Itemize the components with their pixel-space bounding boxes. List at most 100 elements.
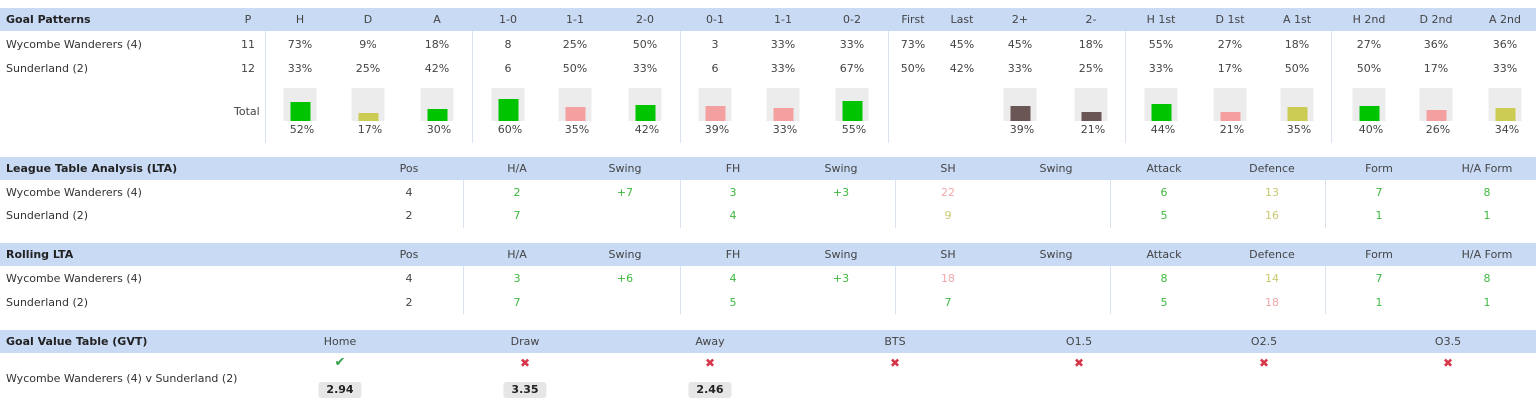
column-header[interactable]: H/A Form <box>1461 248 1513 261</box>
bar-fill <box>1010 106 1031 121</box>
divider <box>463 266 464 314</box>
column-header[interactable]: 2- <box>1085 13 1097 26</box>
table-cell: +3 <box>832 186 850 199</box>
divider <box>888 31 889 143</box>
odds-badge[interactable]: 2.94 <box>318 382 362 398</box>
column-header[interactable]: 0-1 <box>706 13 724 26</box>
column-header[interactable]: BTS <box>884 335 906 348</box>
column-header[interactable]: O3.5 <box>1434 335 1462 348</box>
column-header[interactable]: 2+ <box>1011 13 1029 26</box>
column-header[interactable]: Swing <box>608 162 642 175</box>
column-header[interactable]: Swing <box>824 248 858 261</box>
table-cell: 25% <box>562 38 588 51</box>
table-cell: 50% <box>900 62 926 75</box>
column-header[interactable]: 1-0 <box>499 13 517 26</box>
bar-fill <box>565 107 586 121</box>
team-label[interactable]: Sunderland (2) <box>6 209 89 222</box>
bar-fill <box>1151 104 1172 121</box>
column-header[interactable]: Away <box>695 335 725 348</box>
table-cell: 2 <box>513 186 521 199</box>
table-cell: 7 <box>1375 272 1383 285</box>
team-label[interactable]: Wycombe Wanderers (4) <box>6 38 142 51</box>
total-bar <box>628 88 662 121</box>
column-header[interactable]: P <box>244 13 252 26</box>
goal-patterns-title: Goal Patterns <box>6 13 91 26</box>
column-header[interactable]: 0-2 <box>843 13 861 26</box>
column-header[interactable]: O2.5 <box>1250 335 1278 348</box>
total-percent: 39% <box>1009 123 1035 136</box>
table-cell: 1 <box>1375 296 1383 309</box>
column-header[interactable]: H 2nd <box>1352 13 1386 26</box>
total-bar <box>1213 88 1247 121</box>
column-header[interactable]: Attack <box>1146 248 1182 261</box>
column-header[interactable]: Swing <box>1039 162 1073 175</box>
column-header[interactable]: D 2nd <box>1419 13 1453 26</box>
divider <box>265 31 266 143</box>
column-header[interactable]: SH <box>940 248 956 261</box>
column-header[interactable]: A 1st <box>1282 13 1312 26</box>
table-cell: 1 <box>1483 296 1491 309</box>
column-header[interactable]: Home <box>323 335 357 348</box>
total-percent: 60% <box>497 123 523 136</box>
column-header[interactable]: Form <box>1365 248 1393 261</box>
team-label[interactable]: Wycombe Wanderers (4) <box>6 272 142 285</box>
table-cell: 5 <box>729 296 737 309</box>
table-cell: 50% <box>1356 62 1382 75</box>
total-bar <box>835 88 869 121</box>
table-cell: 33% <box>770 62 796 75</box>
column-header[interactable]: H/A <box>507 248 527 261</box>
table-cell: 50% <box>562 62 588 75</box>
column-header[interactable]: D <box>363 13 373 26</box>
match-label[interactable]: Wycombe Wanderers (4) v Sunderland (2) <box>6 372 238 385</box>
column-header[interactable]: O1.5 <box>1065 335 1093 348</box>
bar-fill <box>1220 112 1241 121</box>
table-cell: 7 <box>1375 186 1383 199</box>
team-label[interactable]: Sunderland (2) <box>6 296 89 309</box>
lta-title: League Table Analysis (LTA) <box>6 162 178 175</box>
column-header[interactable]: Pos <box>399 248 419 261</box>
total-bar <box>766 88 800 121</box>
column-header[interactable]: H 1st <box>1146 13 1176 26</box>
column-header[interactable]: Defence <box>1249 248 1295 261</box>
column-header[interactable]: 1-1 <box>566 13 584 26</box>
column-header[interactable]: H <box>295 13 305 26</box>
column-header[interactable]: Last <box>950 13 974 26</box>
column-header[interactable]: First <box>901 13 925 26</box>
total-bar <box>351 88 385 121</box>
column-header[interactable]: A <box>433 13 441 26</box>
column-header[interactable]: FH <box>725 248 741 261</box>
column-header[interactable]: 1-1 <box>774 13 792 26</box>
column-header[interactable]: Pos <box>399 162 419 175</box>
column-header[interactable]: Defence <box>1249 162 1295 175</box>
column-header[interactable]: FH <box>725 162 741 175</box>
column-header[interactable]: Draw <box>510 335 540 348</box>
total-percent: 39% <box>704 123 730 136</box>
table-cell: 9 <box>944 209 952 222</box>
column-header[interactable]: Swing <box>824 162 858 175</box>
table-cell: 33% <box>770 38 796 51</box>
column-header[interactable]: 2-0 <box>636 13 654 26</box>
column-header[interactable]: Form <box>1365 162 1393 175</box>
total-bar <box>1352 88 1386 121</box>
column-header[interactable]: Attack <box>1146 162 1182 175</box>
table-cell: 4 <box>729 272 737 285</box>
column-header[interactable]: H/A <box>507 162 527 175</box>
total-bar <box>491 88 525 121</box>
odds-badge[interactable]: 3.35 <box>503 382 547 398</box>
column-header[interactable]: D 1st <box>1215 13 1245 26</box>
bar-fill <box>842 101 863 121</box>
table-cell: 18% <box>1078 38 1104 51</box>
table-cell: 5 <box>1160 296 1168 309</box>
table-cell: 2 <box>405 296 413 309</box>
column-header[interactable]: H/A Form <box>1461 162 1513 175</box>
odds-badge[interactable]: 2.46 <box>688 382 732 398</box>
team-label[interactable]: Wycombe Wanderers (4) <box>6 186 142 199</box>
column-header[interactable]: SH <box>940 162 956 175</box>
total-percent: 34% <box>1494 123 1520 136</box>
column-header[interactable]: Swing <box>608 248 642 261</box>
column-header[interactable]: A 2nd <box>1489 13 1521 26</box>
team-label[interactable]: Sunderland (2) <box>6 62 89 75</box>
table-cell: 50% <box>632 38 658 51</box>
column-header[interactable]: Swing <box>1039 248 1073 261</box>
divider <box>1325 180 1326 228</box>
